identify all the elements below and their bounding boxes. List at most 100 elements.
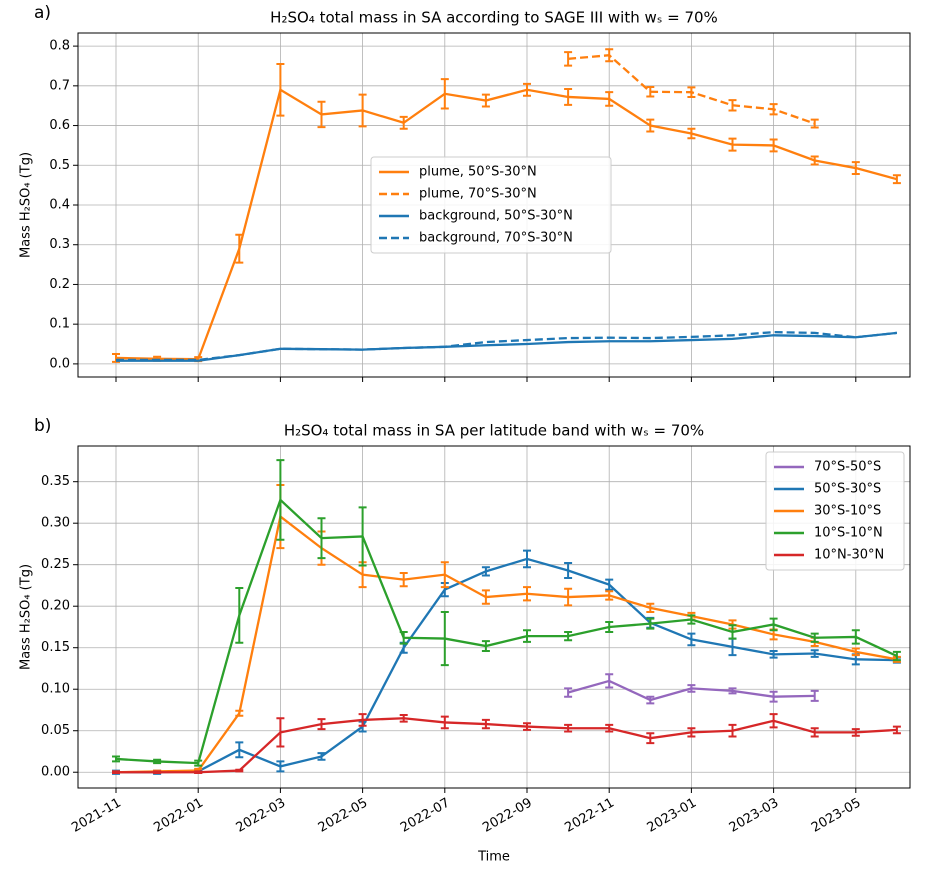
- y-tick-label: 0.1: [49, 317, 70, 332]
- error-bar: [440, 611, 449, 667]
- error-bar: [399, 713, 408, 723]
- error-bar: [358, 713, 367, 727]
- y-tick-label: 0.30: [41, 516, 70, 531]
- legend-label: 10°S-10°N: [814, 526, 883, 541]
- x-tick-label: 2022-07: [398, 796, 453, 836]
- legend-label: plume, 70°S-30°N: [419, 187, 537, 202]
- y-tick-label: 0.6: [49, 118, 70, 133]
- error-bar: [523, 629, 531, 643]
- error-bar: [317, 517, 326, 560]
- error-bar: [646, 86, 655, 98]
- x-tick-label: 2021-11: [69, 796, 124, 836]
- y-tick-label: 0.15: [41, 640, 70, 655]
- error-bar: [728, 723, 737, 738]
- error-bar: [276, 62, 285, 117]
- series-line: [116, 331, 898, 362]
- y-axis-label: Mass H₂SO₄ (Tg): [19, 152, 34, 258]
- error-bar: [646, 695, 655, 705]
- error-bar: [810, 649, 819, 658]
- error-bar: [194, 770, 203, 775]
- error-bar: [769, 690, 778, 703]
- error-bar: [892, 650, 901, 662]
- error-bar: [851, 728, 860, 737]
- error-bar: [769, 103, 778, 116]
- error-bar: [112, 770, 120, 775]
- series-line: [116, 557, 897, 774]
- error-bar: [687, 632, 696, 647]
- error-bar: [564, 51, 573, 67]
- x-tick-label: 2023-01: [645, 796, 700, 836]
- error-bar: [481, 93, 490, 108]
- error-bar: [481, 566, 490, 577]
- y-tick-label: 0.8: [49, 39, 70, 54]
- y-tick-label: 0.4: [49, 198, 70, 213]
- error-bar: [687, 86, 696, 98]
- error-bar: [728, 624, 737, 640]
- error-bar: [564, 562, 573, 579]
- legend-label: 30°S-10°S: [814, 504, 881, 519]
- error-bar: [810, 118, 819, 129]
- legend-label: background, 70°S-30°N: [419, 231, 573, 246]
- series-line: [115, 514, 898, 774]
- error-bar: [564, 723, 573, 733]
- error-bar: [153, 758, 162, 765]
- error-bar: [399, 630, 408, 645]
- legend-label: plume, 50°S-30°N: [419, 165, 537, 180]
- x-tick-label: 2022-11: [562, 796, 617, 836]
- error-bar: [399, 115, 408, 130]
- y-tick-label: 0.2: [49, 277, 70, 292]
- error-bar: [646, 617, 655, 630]
- error-bar: [687, 727, 696, 738]
- error-bar: [851, 629, 860, 645]
- chart-title: H₂SO₄ total mass in SA according to SAGE…: [270, 9, 718, 27]
- y-tick-label: 0.5: [49, 158, 70, 173]
- error-bar: [235, 709, 244, 717]
- error-bar: [687, 127, 696, 140]
- series-line: [116, 717, 897, 774]
- error-bar: [851, 647, 860, 657]
- error-bar: [646, 732, 655, 745]
- error-bar: [523, 82, 531, 97]
- error-bar: [605, 48, 614, 63]
- error-bar: [605, 723, 614, 733]
- series-line: [116, 330, 898, 362]
- panel-label: a): [34, 3, 51, 23]
- error-bar: [810, 155, 819, 166]
- series-line: [115, 497, 898, 765]
- x-tick-label: 2023-03: [727, 796, 782, 836]
- error-bar: [564, 630, 573, 642]
- legend-label: background, 50°S-30°N: [419, 209, 573, 224]
- error-bar: [810, 727, 819, 738]
- error-bar: [605, 91, 614, 107]
- error-bar: [892, 725, 901, 735]
- error-bar: [687, 684, 696, 693]
- series-line: [115, 88, 898, 361]
- x-tick-label: 2023-05: [809, 796, 864, 836]
- x-tick-label: 2022-09: [480, 796, 535, 836]
- error-bar: [112, 755, 120, 763]
- y-tick-label: 0.00: [41, 765, 70, 780]
- error-bar: [481, 718, 490, 730]
- error-bar: [728, 99, 737, 112]
- error-bar: [810, 689, 819, 702]
- error-bar: [564, 687, 573, 698]
- x-tick-label: 2022-05: [316, 796, 371, 836]
- error-bar: [523, 586, 531, 602]
- error-bar: [728, 137, 737, 152]
- error-bar: [440, 78, 449, 110]
- error-bar: [523, 722, 531, 731]
- y-tick-label: 0.7: [49, 78, 70, 93]
- error-bar: [687, 614, 696, 625]
- y-tick-label: 0.25: [41, 557, 70, 572]
- y-tick-label: 0.05: [41, 723, 70, 738]
- error-bar: [276, 717, 285, 748]
- y-tick-label: 0.10: [41, 682, 70, 697]
- error-bar: [317, 100, 326, 129]
- legend-label: 70°S-50°S: [814, 460, 881, 475]
- error-bar: [605, 620, 614, 633]
- error-bar: [769, 650, 778, 659]
- error-bar: [892, 174, 901, 185]
- error-bar: [810, 632, 819, 643]
- error-bar: [317, 752, 326, 761]
